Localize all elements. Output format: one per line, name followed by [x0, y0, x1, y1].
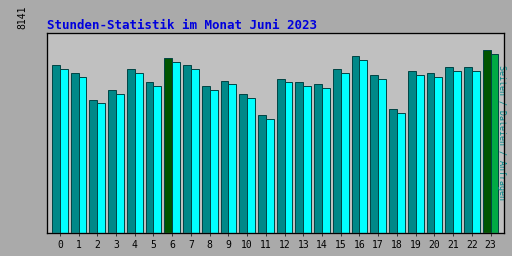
Bar	[247, 98, 255, 233]
Bar	[209, 90, 218, 233]
Bar	[154, 86, 161, 233]
Bar	[191, 69, 199, 233]
Bar	[164, 58, 172, 233]
Bar	[472, 71, 480, 233]
Bar	[276, 79, 285, 233]
Bar	[314, 84, 322, 233]
Bar	[258, 115, 266, 233]
Bar	[426, 73, 434, 233]
Bar	[434, 77, 442, 233]
Bar	[90, 100, 97, 233]
Bar	[52, 65, 60, 233]
Bar	[445, 67, 453, 233]
Bar	[221, 81, 228, 233]
Bar	[416, 75, 423, 233]
Bar	[135, 73, 143, 233]
Bar	[378, 79, 386, 233]
Bar	[490, 54, 498, 233]
Y-axis label: Seiten / Dateien / Anfragen: Seiten / Dateien / Anfragen	[498, 65, 506, 200]
Text: 8141: 8141	[17, 5, 27, 29]
Bar	[483, 50, 490, 233]
Bar	[303, 86, 311, 233]
Bar	[370, 75, 378, 233]
Bar	[116, 94, 124, 233]
Bar	[453, 71, 461, 233]
Bar	[97, 103, 105, 233]
Bar	[389, 109, 397, 233]
Text: Stunden-Statistik im Monat Juni 2023: Stunden-Statistik im Monat Juni 2023	[47, 19, 317, 32]
Bar	[295, 82, 303, 233]
Bar	[202, 86, 209, 233]
Bar	[359, 60, 367, 233]
Bar	[285, 82, 292, 233]
Bar	[127, 69, 135, 233]
Bar	[408, 71, 416, 233]
Bar	[340, 73, 349, 233]
Bar	[71, 73, 78, 233]
Bar	[239, 94, 247, 233]
Bar	[108, 90, 116, 233]
Bar	[228, 84, 236, 233]
Bar	[145, 82, 154, 233]
Bar	[352, 56, 359, 233]
Bar	[322, 88, 330, 233]
Bar	[464, 67, 472, 233]
Bar	[78, 77, 87, 233]
Bar	[60, 69, 68, 233]
Bar	[333, 69, 340, 233]
Bar	[183, 65, 191, 233]
Bar	[266, 119, 274, 233]
Bar	[397, 113, 405, 233]
Bar	[172, 61, 180, 233]
